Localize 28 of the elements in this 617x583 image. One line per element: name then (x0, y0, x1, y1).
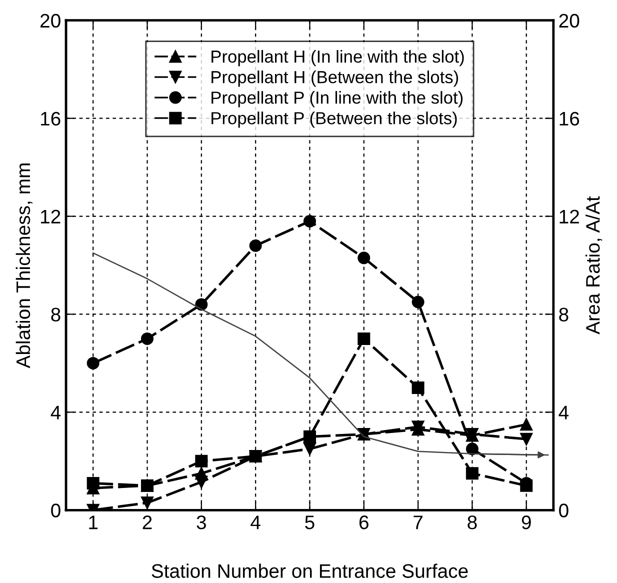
legend-label: Propellant H (In line with the slot) (212, 50, 464, 66)
y-tick-label: 12 (41, 210, 60, 224)
x-tick-label: 2 (142, 516, 152, 530)
y-tick-label: 0 (51, 504, 60, 518)
x-tick-label: 1 (89, 516, 98, 530)
y2-tick-label: 8 (559, 308, 568, 322)
legend-label: Propellant P (Between the slots) (212, 112, 457, 128)
y2-tick-label: 4 (558, 406, 569, 420)
legend-label: Propellant P (In line with the slot) (212, 91, 463, 108)
y-tick-label: 8 (51, 308, 60, 322)
x-tick-label: 6 (359, 516, 368, 530)
x-tick-label: 4 (250, 516, 260, 530)
y-tick-label: 20 (40, 14, 60, 28)
y2-tick-label: 0 (559, 504, 568, 518)
x-axis-title: Station Number on Entrance Surface (152, 564, 468, 578)
y2-axis-title: Area Ratio, A/At (585, 196, 602, 334)
y2-tick-label: 12 (560, 210, 579, 224)
x-tick-label: 9 (522, 516, 531, 530)
y-tick-label: 4 (50, 406, 61, 420)
y2-tick-label: 16 (560, 112, 580, 126)
x-tick-label: 8 (468, 516, 477, 530)
y-tick-label: 16 (41, 112, 60, 126)
y2-tick-label: 20 (559, 14, 580, 28)
legend-label: Propellant H (Between the slots) (212, 70, 458, 87)
x-tick-label: 7 (414, 516, 422, 530)
x-tick-label: 5 (305, 516, 314, 530)
x-tick-label: 3 (196, 516, 206, 530)
y-axis-title: Ablation Thickness, mm (16, 164, 32, 368)
